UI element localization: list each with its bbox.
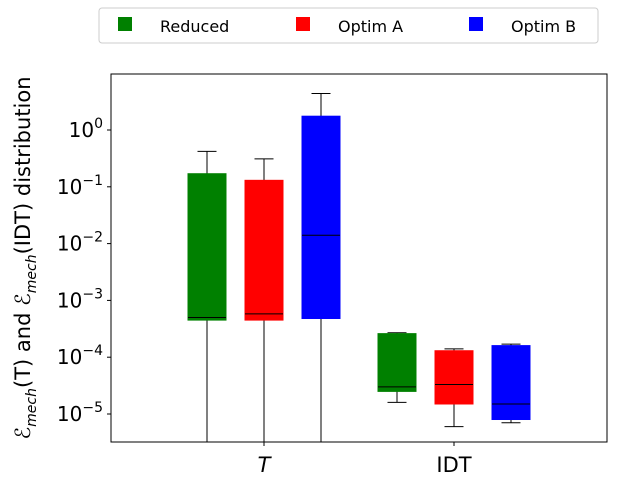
box-optim-a-t bbox=[244, 158, 284, 442]
box-body bbox=[491, 345, 531, 421]
legend-label: Reduced bbox=[160, 17, 229, 36]
legend-items: Reduced Optim A Optim B bbox=[118, 17, 576, 36]
box-body bbox=[434, 350, 474, 405]
y-tick-label: 10−3 bbox=[57, 286, 103, 312]
y-tick-label: 10−1 bbox=[57, 173, 103, 199]
y-tick-label: 10−2 bbox=[57, 230, 103, 256]
legend-swatch bbox=[118, 17, 132, 31]
legend-item-reduced: Reduced bbox=[118, 17, 229, 36]
box-body bbox=[301, 115, 341, 320]
box-body bbox=[244, 179, 284, 321]
legend-swatch bbox=[469, 17, 483, 31]
box-optim-b-idt bbox=[491, 343, 531, 424]
y-tick-label: 100 bbox=[69, 116, 103, 142]
legend-label: Optim B bbox=[511, 17, 576, 36]
axis-layer: 10−5 10−4 10−3 10−2 10−1 100 T IDT bbox=[57, 116, 472, 477]
box-reduced-idt bbox=[377, 332, 417, 403]
box-reduced-t bbox=[187, 150, 227, 442]
legend-label: Optim A bbox=[338, 17, 403, 36]
y-tick-label: 10−5 bbox=[57, 400, 103, 426]
legend-item-optim-a: Optim A bbox=[296, 17, 403, 36]
box-optim-b-t bbox=[301, 92, 341, 442]
legend: Reduced Optim A Optim B bbox=[98, 7, 599, 44]
plot-frame bbox=[110, 73, 608, 443]
box-body bbox=[187, 173, 227, 321]
x-tick-label-t: T bbox=[258, 453, 273, 477]
legend-item-optim-b: Optim B bbox=[469, 17, 576, 36]
box-optim-a-idt bbox=[434, 348, 474, 428]
y-axis-label: ℰmech(T) and ℰmech(IDT) distribution bbox=[11, 76, 40, 439]
plot-layer bbox=[187, 92, 531, 442]
y-tick-label: 10−4 bbox=[57, 343, 103, 369]
legend-swatch bbox=[296, 17, 310, 31]
box-body bbox=[377, 333, 417, 392]
legend-frame bbox=[98, 7, 599, 44]
x-tick-label-idt: IDT bbox=[436, 453, 471, 477]
